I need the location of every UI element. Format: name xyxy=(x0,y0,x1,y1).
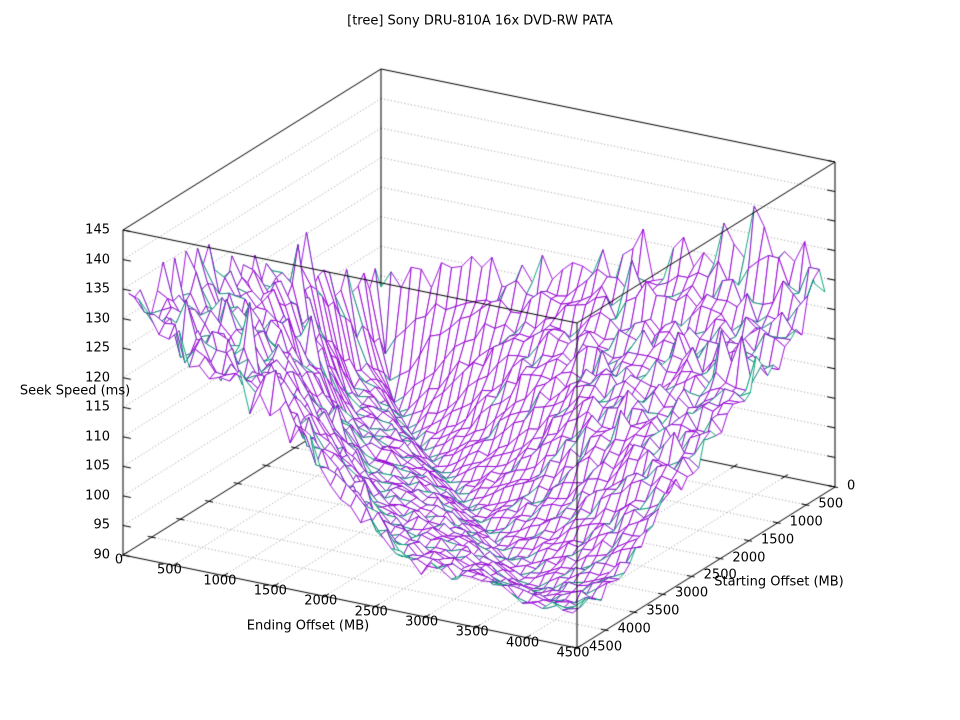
y-tick-label: 2500 xyxy=(703,567,737,583)
z-tick-label: 95 xyxy=(93,517,110,533)
z-tick-label: 115 xyxy=(85,399,110,415)
z-tick-label: 130 xyxy=(85,311,110,327)
z-tick-label: 140 xyxy=(85,252,110,268)
z-tick-label: 145 xyxy=(85,222,110,238)
y-tick-label: 3000 xyxy=(675,585,709,601)
z-tick-label: 90 xyxy=(93,547,110,563)
x-tick-label: 1000 xyxy=(203,573,237,589)
y-tick-label: 1500 xyxy=(761,532,795,548)
x-tick-label: 1500 xyxy=(253,583,287,599)
x-tick-label: 4500 xyxy=(556,645,590,661)
z-tick-label: 135 xyxy=(85,281,110,297)
x-tick-label: 2000 xyxy=(304,593,338,609)
z-tick-label: 105 xyxy=(85,458,110,474)
y-tick-label: 1000 xyxy=(789,514,823,530)
chart-title: [tree] Sony DRU-810A 16x DVD-RW PATA xyxy=(347,13,613,29)
y-tick-label: 4000 xyxy=(617,621,651,637)
x-tick-label: 4000 xyxy=(506,635,540,651)
z-tick-label: 100 xyxy=(85,488,110,504)
y-axis-title: Starting Offset (MB) xyxy=(714,574,844,590)
x-tick-label: 3500 xyxy=(455,624,489,640)
z-axis-title: Seek Speed (ms) xyxy=(19,383,131,399)
x-axis-title: Ending Offset (MB) xyxy=(246,618,370,634)
y-tick-label: 0 xyxy=(847,478,856,494)
y-tick-label: 3500 xyxy=(646,603,680,619)
x-tick-label: 2500 xyxy=(354,604,388,620)
x-tick-label: 500 xyxy=(157,562,182,578)
x-tick-label: 0 xyxy=(114,552,124,568)
y-tick-label: 500 xyxy=(818,496,844,512)
z-tick-label: 125 xyxy=(85,340,110,356)
y-tick-label: 2000 xyxy=(732,550,766,566)
z-tick-label: 120 xyxy=(85,370,110,386)
z-tick-label: 110 xyxy=(85,429,110,445)
y-tick-label: 4500 xyxy=(589,639,623,655)
x-tick-label: 3000 xyxy=(405,614,439,630)
